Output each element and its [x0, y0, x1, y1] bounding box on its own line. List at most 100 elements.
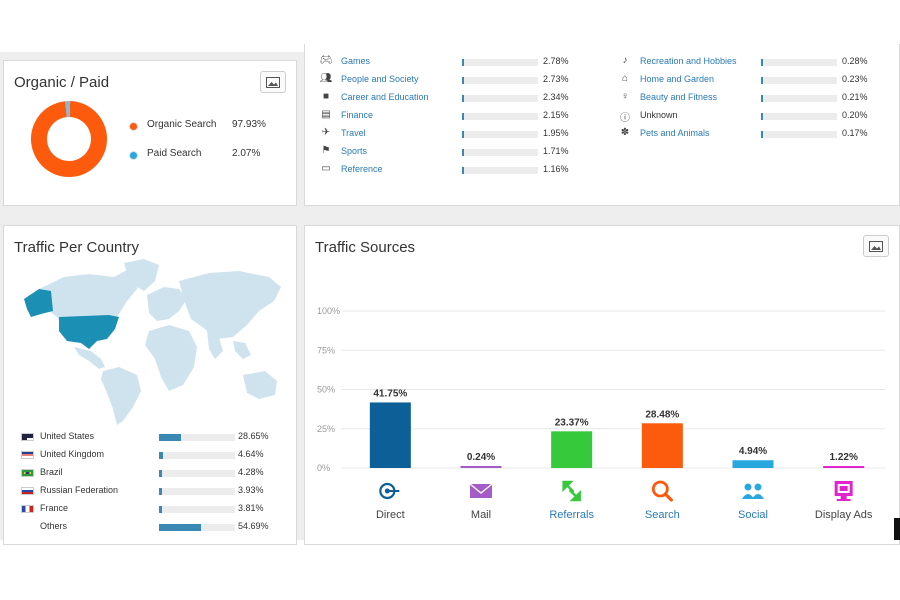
bar-referrals[interactable]: [551, 431, 593, 468]
category-label[interactable]: Direct: [376, 509, 405, 521]
display-ads-icon[interactable]: [834, 481, 853, 501]
category-link[interactable]: Games: [341, 56, 371, 66]
category-bar-fill: [462, 113, 464, 120]
world-map: [24, 259, 281, 425]
category-link: Unknown: [640, 110, 678, 120]
category-label[interactable]: Referrals: [549, 509, 594, 521]
category-link[interactable]: Recreation and Hobbies: [640, 56, 737, 66]
y-tick-label: 50%: [317, 385, 335, 395]
legend-value: 97.93%: [232, 119, 266, 130]
categories-panel: 🎮︎ Games 2.78% 👥︎ People and Society 2.73% ■ Ca…: [304, 44, 900, 206]
category-bar-fill: [761, 131, 763, 138]
category-label[interactable]: Display Ads: [815, 509, 873, 521]
country-value: 54.69%: [238, 521, 269, 531]
panel-title: Traffic Per Country: [14, 239, 140, 256]
bar-value-label: 0.24%: [467, 452, 495, 463]
bar-social[interactable]: [732, 460, 774, 468]
category-bar-fill: [761, 95, 763, 102]
country-bar: [159, 452, 235, 459]
category-value: 0.17%: [842, 128, 868, 138]
category-link[interactable]: Sports: [341, 146, 368, 156]
export-image-button[interactable]: [260, 71, 286, 93]
bar-mail[interactable]: [460, 466, 502, 468]
us-flag-icon: [21, 433, 34, 441]
category-link[interactable]: Finance: [341, 110, 374, 120]
category-label[interactable]: Mail: [471, 509, 491, 521]
search-icon[interactable]: [651, 480, 673, 502]
image-icon: [869, 240, 883, 252]
bar-display-ads[interactable]: [823, 466, 865, 468]
country-label: Brazil: [40, 467, 63, 477]
games-icon: 🎮︎: [319, 55, 333, 66]
category-bar: [761, 95, 837, 102]
country-bar-fill: [159, 506, 162, 513]
category-value: 2.34%: [543, 92, 569, 102]
mail-icon[interactable]: [469, 483, 493, 498]
y-tick-label: 0%: [317, 463, 330, 473]
country-bar: [159, 488, 235, 495]
category-link[interactable]: Pets and Animals: [640, 128, 710, 138]
legend-label: Paid Search: [147, 148, 202, 159]
category-bar-fill: [462, 167, 464, 174]
fr-flag-icon: [21, 505, 34, 513]
country-bar: [159, 434, 235, 441]
category-value: 0.21%: [842, 92, 868, 102]
category-link[interactable]: Beauty and Fitness: [640, 92, 718, 102]
country-label: France: [40, 503, 69, 513]
uk-flag-icon: [21, 451, 34, 459]
country-value: 28.65%: [238, 431, 269, 441]
country-bar: [159, 470, 235, 477]
category-bar: [761, 77, 837, 84]
direct-icon[interactable]: [379, 482, 400, 500]
bar-direct[interactable]: [369, 402, 411, 468]
country-value: 3.93%: [238, 485, 264, 495]
briefcase-icon: ■: [322, 91, 330, 102]
bar-value-label: 4.94%: [739, 446, 767, 457]
category-value: 2.78%: [543, 56, 569, 66]
category-link[interactable]: People and Society: [341, 74, 419, 84]
category-bar: [462, 77, 538, 84]
category-bar: [761, 113, 837, 120]
category-label[interactable]: Social: [738, 509, 768, 521]
category-link[interactable]: Reference: [341, 164, 383, 174]
category-bar: [462, 95, 538, 102]
donut-slice: [31, 101, 107, 177]
category-bar-fill: [462, 95, 464, 102]
category-value: 1.16%: [543, 164, 569, 174]
organic-paid-panel: Organic / Paid Organic Search 97.93% Paid …: [3, 60, 297, 206]
category-value: 2.73%: [543, 74, 569, 84]
traffic-sources-chart: 0% 25% 50% 75% 100% 41.75% Direct 0.24% Mail 23.3…: [317, 306, 885, 521]
bar-search[interactable]: [641, 423, 683, 468]
category-bar-fill: [761, 113, 763, 120]
bar-value-label: 28.48%: [645, 409, 679, 420]
alaska-shape: [24, 289, 53, 317]
country-label: United States: [40, 431, 95, 441]
country-label: Russian Federation: [40, 485, 119, 495]
category-label[interactable]: Search: [645, 509, 680, 521]
country-bar: [159, 506, 235, 513]
export-image-button[interactable]: [863, 235, 889, 257]
category-bar: [462, 59, 538, 66]
category-link[interactable]: Home and Garden: [640, 74, 715, 84]
category-link[interactable]: Career and Education: [341, 92, 429, 102]
category-bar: [462, 131, 538, 138]
category-bar: [761, 59, 837, 66]
referrals-icon[interactable]: [562, 480, 581, 502]
legend-label: Organic Search: [147, 119, 217, 130]
category-bar: [462, 149, 538, 156]
sports-icon: ⚑: [321, 145, 331, 156]
category-bar-fill: [761, 77, 763, 84]
y-tick-label: 25%: [317, 424, 335, 434]
home-icon: ⌂: [621, 73, 629, 84]
ru-flag-icon: [21, 487, 34, 495]
usa-shape: [59, 315, 119, 349]
category-value: 1.95%: [543, 128, 569, 138]
category-link[interactable]: Travel: [341, 128, 366, 138]
fitness-icon: ♀: [621, 91, 629, 102]
social-icon[interactable]: [742, 483, 764, 500]
traffic-country-panel: Traffic Per Country United States 28.65% U…: [3, 225, 297, 545]
category-bar: [462, 113, 538, 120]
organic-paid-donut: [31, 101, 107, 177]
category-bar-fill: [462, 149, 464, 156]
country-bar: [159, 524, 235, 531]
